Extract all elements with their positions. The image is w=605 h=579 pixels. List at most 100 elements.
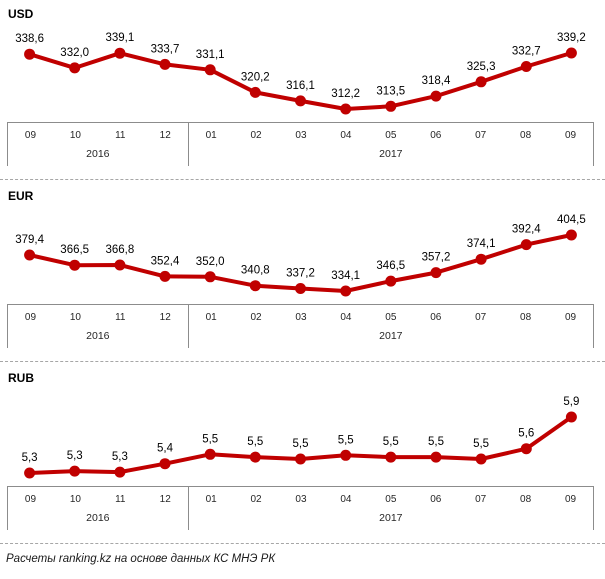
month-tick: 10 bbox=[69, 312, 81, 323]
data-point-marker bbox=[475, 253, 487, 265]
month-tick: 11 bbox=[115, 494, 126, 505]
data-point-label: 5,3 bbox=[112, 451, 128, 463]
month-tick: 02 bbox=[250, 494, 262, 505]
data-point-marker bbox=[475, 76, 487, 88]
data-point-label: 337,2 bbox=[286, 268, 315, 280]
year-label-2017: 2017 bbox=[379, 148, 403, 160]
data-point-label: 313,5 bbox=[376, 85, 405, 97]
data-point-label: 312,2 bbox=[331, 88, 360, 100]
data-point-label: 5,5 bbox=[473, 438, 489, 450]
data-point-label: 316,1 bbox=[286, 80, 315, 92]
data-point-marker bbox=[295, 453, 306, 465]
data-point-label: 379,4 bbox=[15, 234, 44, 246]
data-point-label: 5,6 bbox=[518, 428, 534, 440]
month-tick: 06 bbox=[430, 130, 442, 141]
x-axis-table: 09 10 11 12 2016 01 02 03 04 05 06 07 08 09 2017 bbox=[7, 486, 594, 530]
chart-section: USD 338,6 332,0 339,1 333,7 331,1 320,2 316,1 3… bbox=[0, 0, 605, 180]
data-point-marker bbox=[430, 90, 442, 102]
data-point-marker bbox=[249, 280, 261, 292]
data-point-marker bbox=[520, 239, 532, 251]
axis-group-2017: 01 02 03 04 05 06 07 08 09 2017 bbox=[187, 487, 593, 530]
data-point-label: 366,8 bbox=[106, 244, 135, 256]
data-point-label: 318,4 bbox=[422, 75, 451, 87]
month-tick: 01 bbox=[205, 130, 217, 141]
month-tick: 05 bbox=[385, 312, 397, 323]
axis-group-2017: 01 02 03 04 05 06 07 08 09 2017 bbox=[187, 305, 593, 348]
data-point-label: 5,5 bbox=[202, 433, 218, 445]
data-point-label: 404,5 bbox=[557, 214, 586, 226]
axis-group-2016: 09 10 11 12 2016 bbox=[8, 487, 188, 530]
data-point-marker bbox=[520, 61, 532, 72]
data-point-marker bbox=[385, 275, 397, 287]
month-tick: 09 bbox=[24, 312, 37, 323]
data-point-label: 357,2 bbox=[422, 252, 451, 264]
data-point-label: 331,1 bbox=[196, 49, 225, 61]
data-point-marker bbox=[24, 467, 36, 479]
month-tick: 04 bbox=[340, 130, 352, 141]
data-point-label: 339,2 bbox=[557, 32, 586, 44]
month-tick: 07 bbox=[475, 130, 487, 141]
month-tick: 07 bbox=[475, 312, 487, 323]
month-tick: 05 bbox=[385, 130, 397, 141]
month-tick: 01 bbox=[205, 312, 217, 323]
year-label-2017: 2017 bbox=[379, 512, 403, 524]
data-point-label: 352,0 bbox=[196, 256, 225, 268]
data-point-label: 339,1 bbox=[106, 32, 135, 44]
data-point-marker bbox=[159, 58, 171, 70]
month-tick: 09 bbox=[564, 130, 577, 141]
data-point-marker bbox=[204, 448, 216, 460]
axis-group-2017: 01 02 03 04 05 06 07 08 09 2017 bbox=[187, 123, 593, 166]
data-point-label: 5,9 bbox=[563, 396, 579, 408]
data-point-label: 334,1 bbox=[331, 270, 360, 282]
month-tick: 03 bbox=[295, 130, 307, 141]
month-row: 09 10 11 12 bbox=[8, 305, 188, 327]
month-tick: 03 bbox=[295, 312, 307, 323]
month-tick: 10 bbox=[69, 130, 81, 141]
month-tick: 10 bbox=[69, 494, 81, 505]
data-point-marker bbox=[475, 453, 487, 465]
data-point-label: 332,7 bbox=[512, 46, 541, 58]
data-point-marker bbox=[340, 103, 352, 115]
month-tick: 04 bbox=[340, 312, 352, 323]
data-point-marker bbox=[114, 466, 126, 478]
data-point-marker bbox=[159, 270, 171, 282]
data-point-marker bbox=[69, 62, 81, 74]
chart-section: RUB 5,3 5,3 5,3 5,4 5,5 5,5 5,5 5,5 5,5 5,5 5,5 5,6… bbox=[0, 364, 605, 544]
year-label-2016: 2016 bbox=[86, 330, 110, 342]
year-label-2017: 2017 bbox=[379, 330, 403, 342]
data-point-label: 346,5 bbox=[376, 260, 405, 272]
month-tick: 12 bbox=[159, 494, 171, 505]
month-tick: 09 bbox=[24, 494, 37, 505]
month-tick: 06 bbox=[430, 494, 442, 505]
data-point-marker bbox=[565, 229, 577, 241]
data-point-marker bbox=[565, 411, 577, 423]
data-point-marker bbox=[204, 64, 216, 76]
axis-group-2016: 09 10 11 12 2016 bbox=[8, 123, 188, 166]
data-point-marker bbox=[114, 259, 126, 271]
month-tick: 07 bbox=[475, 494, 487, 505]
month-tick: 12 bbox=[159, 312, 171, 323]
data-point-label: 392,4 bbox=[512, 224, 541, 236]
charts-container: USD 338,6 332,0 339,1 333,7 331,1 320,2 316,1 3… bbox=[0, 0, 605, 544]
data-point-label: 5,3 bbox=[67, 450, 83, 462]
data-point-marker bbox=[385, 100, 397, 112]
data-point-marker bbox=[24, 48, 36, 60]
data-point-marker bbox=[249, 86, 261, 98]
data-point-marker bbox=[69, 465, 81, 477]
month-tick: 06 bbox=[430, 312, 442, 323]
source-note: Расчеты ranking.kz на основе данных КС М… bbox=[6, 553, 276, 565]
month-tick: 01 bbox=[205, 494, 217, 505]
year-label-2016: 2016 bbox=[86, 512, 110, 524]
data-point-label: 5,5 bbox=[293, 438, 309, 450]
data-point-label: 333,7 bbox=[151, 43, 180, 55]
month-tick: 08 bbox=[520, 130, 532, 141]
month-tick: 11 bbox=[115, 312, 126, 323]
data-point-marker bbox=[24, 249, 36, 261]
axis-group-2016: 09 10 11 12 2016 bbox=[8, 305, 188, 348]
month-tick: 08 bbox=[520, 494, 532, 505]
month-row: 09 10 11 12 bbox=[8, 123, 188, 145]
month-tick: 09 bbox=[564, 312, 577, 323]
data-point-label: 320,2 bbox=[241, 71, 270, 83]
month-tick: 03 bbox=[295, 494, 307, 505]
month-row: 01 02 03 04 05 06 07 08 09 bbox=[189, 305, 593, 327]
